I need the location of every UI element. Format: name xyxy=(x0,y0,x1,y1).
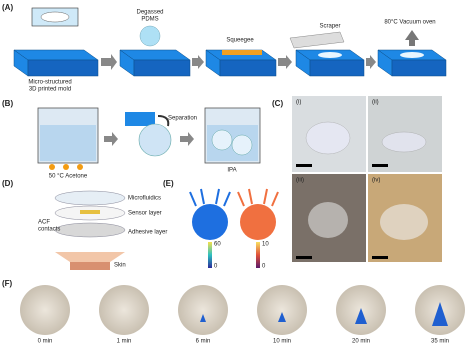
panel-label: (E) xyxy=(163,179,174,188)
caption: 10 xyxy=(262,242,269,248)
caption: 0 min xyxy=(38,339,53,345)
caption: (i) xyxy=(296,100,301,106)
panel-label: (C) xyxy=(272,99,283,108)
caption: 35 min xyxy=(431,339,449,345)
caption: (iv) xyxy=(372,178,380,184)
panel-d-art xyxy=(54,190,126,270)
panel-label: (F) xyxy=(2,279,13,288)
caption: IPA xyxy=(227,168,236,174)
caption: ACF xyxy=(38,220,50,226)
caption: (ii) xyxy=(372,100,379,106)
caption: 10 min xyxy=(273,339,291,345)
caption: Skin xyxy=(114,263,126,269)
caption: 0 xyxy=(214,264,218,270)
panel-e-art xyxy=(189,188,279,268)
panel-a-art xyxy=(13,7,447,77)
panel-label: (D) xyxy=(2,179,13,188)
caption: 0 xyxy=(262,264,266,270)
panel-b-art xyxy=(37,107,261,170)
caption: contacts xyxy=(38,227,60,233)
caption: Micro-structured xyxy=(28,80,71,86)
caption: Degassed xyxy=(136,10,163,16)
caption: 3D printed mold xyxy=(29,87,71,93)
panel-c-photos xyxy=(292,96,442,262)
caption: PDMS xyxy=(141,17,158,23)
caption: Scraper xyxy=(319,24,340,30)
panel-f-art xyxy=(20,285,465,335)
caption: Microfluidics xyxy=(128,196,161,202)
panel-label: (B) xyxy=(2,99,13,108)
caption: 50 °C Acetone xyxy=(49,174,88,180)
caption: 60 xyxy=(214,242,221,248)
caption: 1 min xyxy=(117,339,132,345)
caption: Adhesive layer xyxy=(128,230,167,236)
caption: Squeegee xyxy=(226,38,254,44)
caption: (iii) xyxy=(296,178,304,184)
caption: 80°C Vacuum oven xyxy=(384,20,435,26)
caption: 20 min xyxy=(352,339,370,345)
caption: Sensor layer xyxy=(128,211,162,217)
caption: 6 min xyxy=(196,339,211,345)
caption: Separation xyxy=(168,116,197,122)
panel-label: (A) xyxy=(2,3,13,12)
